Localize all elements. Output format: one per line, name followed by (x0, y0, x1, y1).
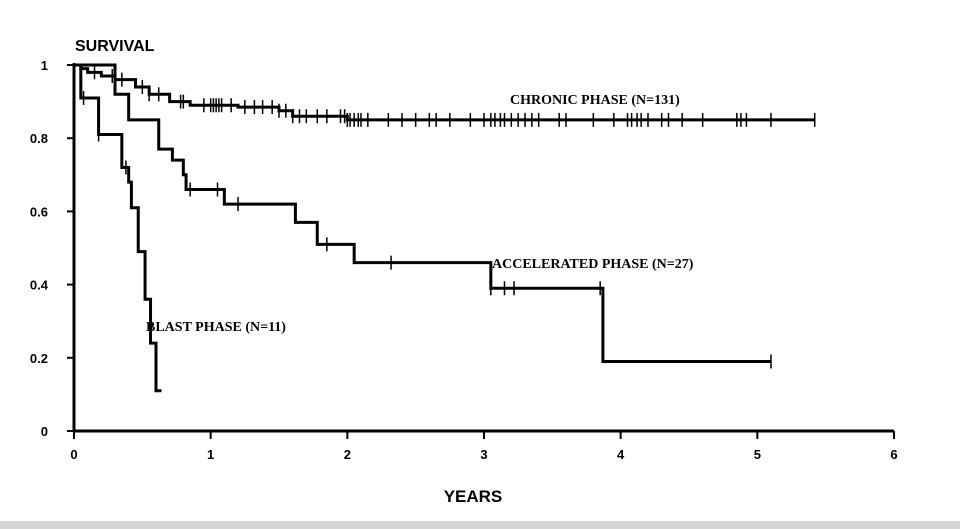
y-tick-label: 0.6 (30, 204, 48, 219)
blast-phase-line (74, 63, 162, 393)
x-ticks: 0 1 2 3 4 5 6 (70, 431, 898, 462)
y-tick-label: 0.4 (30, 278, 49, 293)
series-group (74, 63, 816, 393)
chronic-phase-line (74, 63, 815, 122)
y-tick-label: 0.2 (30, 351, 48, 366)
x-tick-label: 6 (890, 447, 897, 462)
y-tick-label: 0 (41, 424, 48, 439)
accelerated-phase-series (74, 63, 772, 369)
x-tick-label: 4 (617, 447, 625, 462)
x-tick-label: 1 (207, 447, 214, 462)
blast-phase-series (74, 63, 162, 393)
x-tick-label: 2 (344, 447, 351, 462)
y-axis-title: SURVIVAL (75, 38, 155, 55)
chronic-phase-label: CHRONIC PHASE (N=131) (510, 93, 680, 108)
x-axis-title: YEARS (444, 487, 503, 506)
y-tick-label: 0.8 (30, 131, 48, 146)
x-tick-label: 0 (70, 447, 77, 462)
y-ticks: 0 0.2 0.4 0.6 0.8 1 (30, 58, 74, 439)
chronic-phase-series (74, 63, 816, 127)
x-tick-label: 5 (754, 447, 761, 462)
y-tick-label: 1 (41, 58, 48, 73)
accelerated-phase-line (74, 63, 771, 363)
x-tick-label: 3 (480, 447, 487, 462)
accelerated-phase-label: ACCELERATED PHASE (N=27) (492, 257, 694, 272)
blast-phase-label: BLAST PHASE (N=11) (146, 320, 286, 335)
bottom-border (0, 521, 960, 529)
